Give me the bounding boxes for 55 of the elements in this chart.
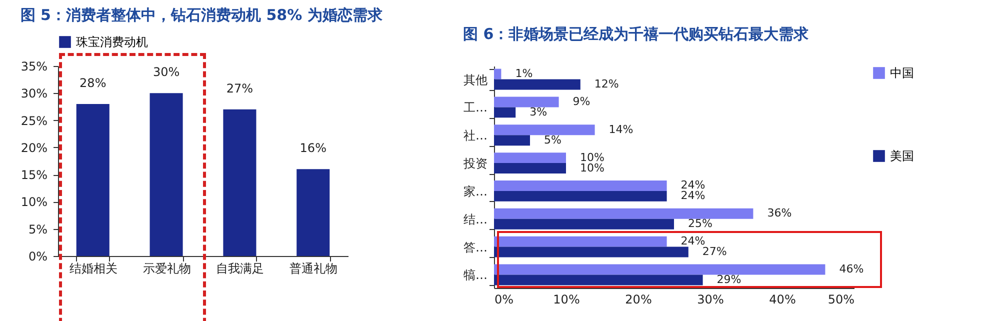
y-tick-label: 0% bbox=[28, 250, 48, 264]
y-tick-label: 20% bbox=[20, 140, 48, 155]
y-tick-label: 投资 bbox=[462, 156, 488, 171]
data-label: 10% bbox=[580, 150, 604, 164]
legend-label: 中国 bbox=[890, 66, 914, 80]
y-tick-label: 答… bbox=[464, 240, 488, 254]
x-tick-label: 10% bbox=[553, 292, 580, 306]
x-tick-label: 0% bbox=[494, 292, 514, 306]
data-label: 36% bbox=[767, 206, 792, 220]
y-tick-label: 工… bbox=[464, 100, 488, 115]
y-tick-label: 10% bbox=[20, 195, 48, 210]
data-label: 14% bbox=[608, 122, 634, 136]
y-tick-label: 5% bbox=[28, 222, 48, 236]
y-tick-label: 家… bbox=[464, 184, 488, 198]
data-label: 27% bbox=[226, 81, 254, 96]
x-tick-label: 自我满足 bbox=[216, 262, 264, 276]
y-tick-label: 25% bbox=[20, 114, 48, 128]
y-tick-label: 结… bbox=[464, 212, 488, 226]
x-tick-label: 普通礼物 bbox=[290, 262, 338, 276]
legend-label: 珠宝消费动机 bbox=[76, 35, 148, 49]
x-tick-label: 示爱礼物 bbox=[142, 262, 191, 276]
data-label: 3% bbox=[530, 105, 548, 118]
y-tick-label: 其他 bbox=[464, 72, 488, 87]
data-label: 24% bbox=[680, 189, 706, 202]
data-label: 46% bbox=[839, 262, 864, 276]
data-label: 24% bbox=[680, 234, 706, 248]
data-label: 29% bbox=[716, 272, 742, 286]
y-tick-label: 35% bbox=[20, 60, 48, 74]
y-tick-label: 30% bbox=[20, 86, 48, 101]
data-label: 10% bbox=[580, 161, 604, 174]
x-tick-label: 30% bbox=[697, 292, 724, 306]
data-label: 16% bbox=[300, 141, 326, 156]
y-tick-label: 社… bbox=[464, 128, 488, 143]
bar bbox=[150, 93, 183, 256]
data-label: 5% bbox=[544, 133, 562, 146]
x-tick-label: 20% bbox=[625, 292, 652, 306]
data-label: 25% bbox=[688, 217, 712, 230]
bar bbox=[223, 109, 256, 256]
legend-label: 美国 bbox=[890, 149, 914, 163]
data-label: 28% bbox=[80, 76, 106, 90]
data-label: 27% bbox=[702, 245, 727, 258]
y-tick-label: 犒… bbox=[464, 268, 488, 282]
bar bbox=[296, 169, 330, 256]
x-tick-label: 50% bbox=[828, 292, 854, 306]
data-label: 30% bbox=[152, 65, 180, 80]
x-tick-label: 40% bbox=[769, 292, 796, 306]
y-tick-label: 15% bbox=[20, 168, 48, 182]
data-label: 9% bbox=[572, 94, 590, 108]
data-label: 24% bbox=[680, 178, 706, 192]
data-label: 1% bbox=[515, 67, 533, 80]
chart-title: 图 6：非婚场景已经成为千禧一代购买钻石最大需求 bbox=[463, 25, 810, 43]
bar bbox=[76, 104, 110, 256]
chart-title: 图 5：消费者整体中，钻石消费动机 58% 为婚恋需求 bbox=[20, 6, 384, 24]
data-label: 12% bbox=[594, 78, 619, 90]
x-tick-label: 结婚相关 bbox=[69, 262, 118, 276]
